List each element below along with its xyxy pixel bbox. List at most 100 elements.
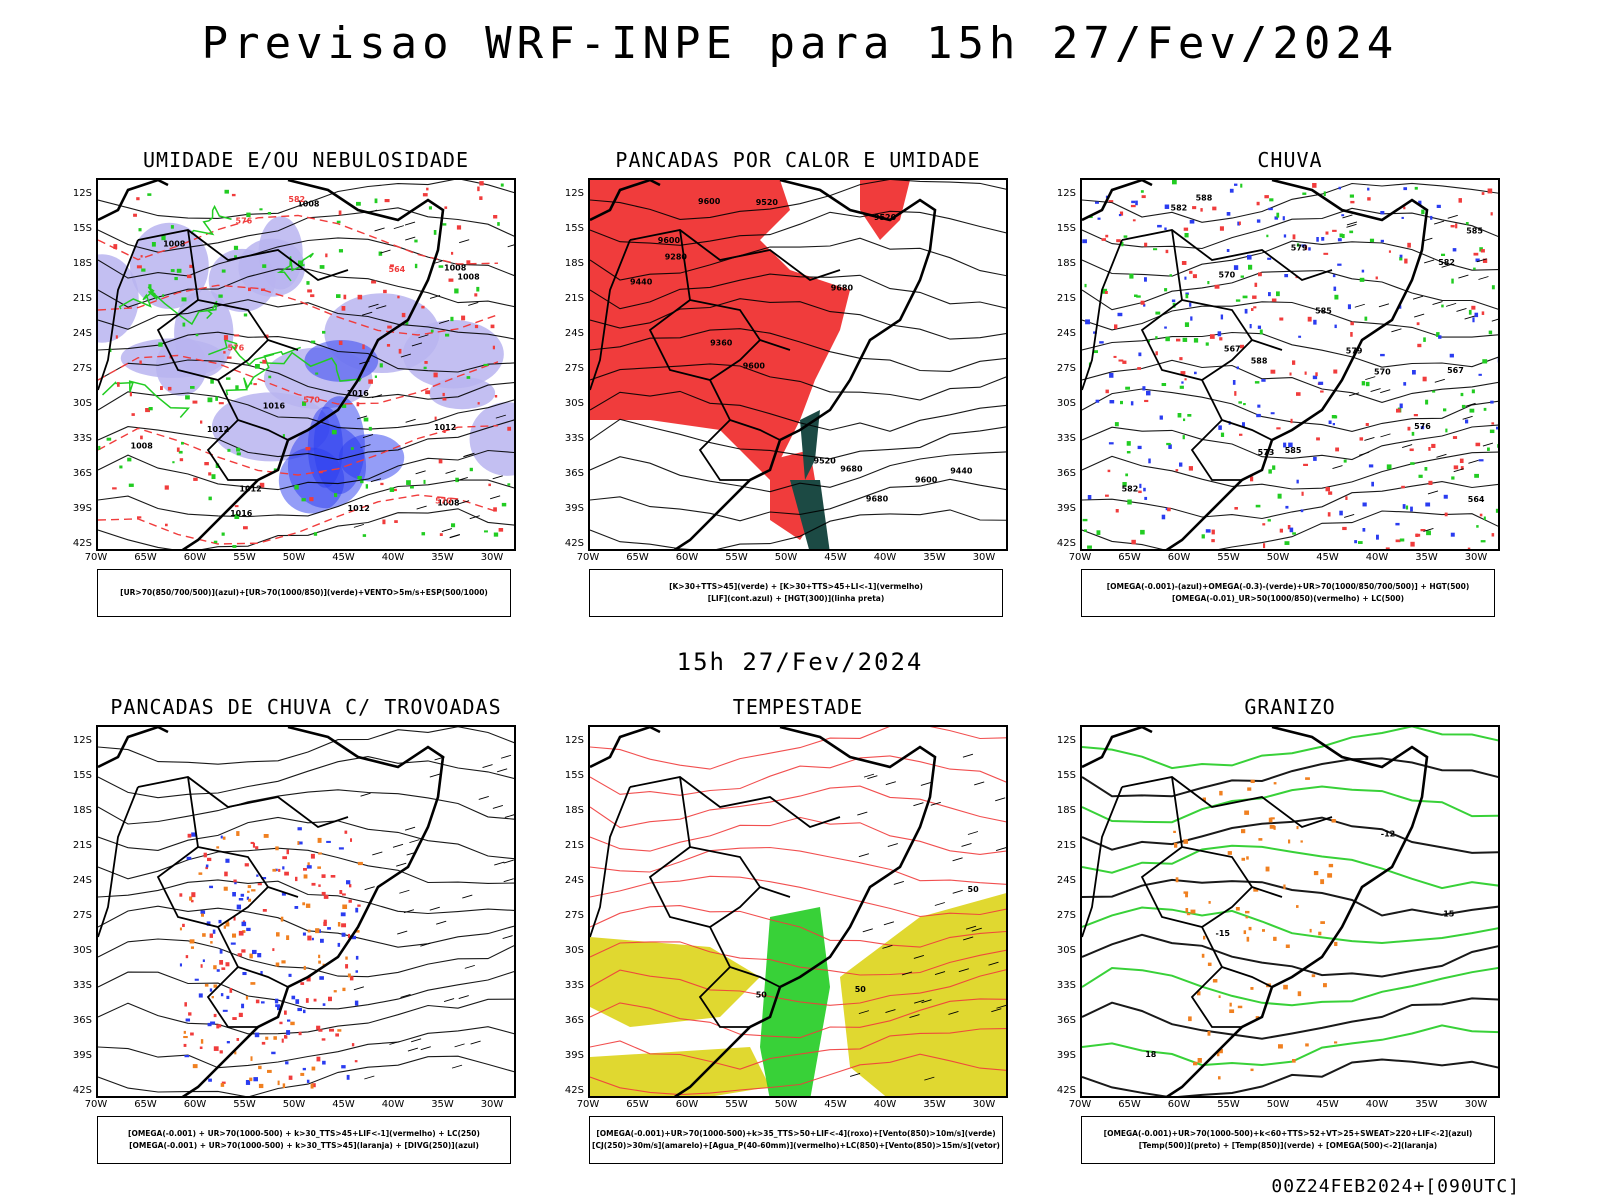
lon-tick-label: 40W	[1365, 552, 1389, 563]
forecast-map: 9600 9680 9680 9680 9600 9520 9600 9520 9600 9520…	[588, 178, 1008, 551]
contour-label: 585	[1315, 306, 1332, 315]
map-graphic: 9600 9680 9680 9680 9600 9520 9600 9520 9600 9520…	[590, 180, 1006, 549]
contour-label: 9600	[743, 362, 766, 371]
panel-title: CHUVA	[1257, 148, 1323, 172]
lat-tick-label: 36S	[72, 468, 92, 479]
lat-tick-label: 30S	[72, 398, 92, 409]
lon-tick-label: 35W	[923, 552, 946, 563]
contour-label: 570	[1374, 368, 1391, 377]
legend-line: [CJ(250)>30m/s](amarelo)+[Agua_P(40-60mm…	[592, 1141, 1000, 1150]
contour-label: 579	[1346, 347, 1363, 356]
contour-label: 9520	[814, 457, 837, 466]
contour-label: 9600	[658, 236, 681, 245]
lat-tick-label: 12S	[564, 188, 584, 199]
contour-label: 50	[968, 885, 980, 894]
contour-label: 576	[1414, 422, 1431, 431]
lat-tick-label: 30S	[564, 398, 584, 409]
lon-tick-label: 50W	[282, 1099, 306, 1110]
lat-tick-label: 36S	[564, 1015, 584, 1026]
lat-tick-label: 39S	[564, 1050, 584, 1061]
contour-label: 1016	[347, 389, 370, 398]
contour-label: 585	[1466, 227, 1483, 236]
contour-label: 15	[1443, 909, 1455, 918]
lat-tick-label: 33S	[1056, 980, 1076, 991]
contour-label: 9520	[874, 213, 897, 222]
lon-tick-label: 50W	[774, 552, 798, 563]
lat-tick-label: 24S	[564, 328, 584, 339]
lat-tick-label: 12S	[1056, 735, 1076, 746]
lat-tick-label: 15S	[1056, 223, 1076, 234]
lon-tick-label: 70W	[576, 552, 600, 563]
lat-tick-label: 15S	[564, 223, 584, 234]
lon-tick-label: 55W	[1217, 552, 1240, 563]
lat-tick-label: 39S	[1056, 1050, 1076, 1061]
panel-title: TEMPESTADE	[732, 695, 864, 719]
lon-tick-label: 50W	[1266, 552, 1290, 563]
contour-label: 9600	[915, 475, 938, 484]
legend-line: [OMEGA(-0.001)+UR>70(1000-500)+k<60+TTS>…	[1103, 1129, 1473, 1138]
panel-legend: [OMEGA(-0.001)+UR>70(1000-500)+k<60+TTS>…	[1081, 1116, 1495, 1164]
contour-label: 570	[1219, 270, 1236, 279]
contour-label: -15	[1216, 929, 1231, 938]
lat-tick-label: 33S	[564, 980, 584, 991]
lon-tick-label: 65W	[626, 1099, 649, 1110]
lat-tick-label: 36S	[72, 1015, 92, 1026]
lon-tick-label: 45W	[1316, 1099, 1339, 1110]
legend-line: [OMEGA(-0.01)_UR>50(1000/850)(vermelho) …	[1171, 594, 1405, 603]
contour-label: 564	[1468, 495, 1485, 504]
legend-line: [UR>70(850/700/500)](azul)+[UR>70(1000/8…	[120, 588, 488, 597]
lon-tick-label: 35W	[431, 552, 454, 563]
lon-tick-label: 30W	[1464, 552, 1488, 563]
lon-tick-label: 45W	[824, 552, 847, 563]
lon-tick-label: 55W	[233, 552, 256, 563]
map-graphic: -12 -15 15 18	[1082, 727, 1498, 1096]
lat-tick-label: 12S	[72, 188, 92, 199]
contour-label: 582	[1122, 485, 1139, 494]
lon-tick-label: 65W	[1118, 552, 1141, 563]
lon-tick-label: 60W	[1167, 1099, 1191, 1110]
lon-tick-label: 45W	[1316, 552, 1339, 563]
lat-tick-label: 27S	[72, 363, 92, 374]
lon-tick-label: 35W	[923, 1099, 946, 1110]
lon-tick-label: 55W	[233, 1099, 256, 1110]
forecast-map: 1012 1012 1008 1008 1008 1012 1008 1008 1016 1012…	[96, 178, 516, 551]
contour-label: 1012	[348, 504, 370, 513]
lat-tick-label: 42S	[564, 1085, 584, 1096]
lat-tick-label: 27S	[564, 910, 584, 921]
lat-tick-label: 42S	[564, 538, 584, 549]
contour-label: 576	[228, 344, 245, 353]
panel-title: GRANIZO	[1244, 695, 1336, 719]
lat-tick-label: 27S	[564, 363, 584, 374]
contour-label: 18	[1145, 1050, 1157, 1059]
contour-label: 9600	[698, 197, 721, 206]
lon-tick-label: 45W	[824, 1099, 847, 1110]
lat-tick-label: 39S	[72, 1050, 92, 1061]
lat-tick-label: 21S	[72, 840, 92, 851]
lat-tick-label: 33S	[72, 433, 92, 444]
panel-legend: [OMEGA(-0.001) + UR>70(1000-500) + k>30_…	[97, 1116, 511, 1164]
contour-label: 1008	[297, 199, 320, 208]
legend-line: [OMEGA(-0.001) + UR>70(1000-500) + k>30_…	[128, 1129, 480, 1138]
lat-tick-label: 24S	[1056, 328, 1076, 339]
panel-title: PANCADAS POR CALOR E UMIDADE	[615, 148, 981, 172]
lat-tick-label: 36S	[564, 468, 584, 479]
contour-label: 570	[303, 396, 320, 405]
lon-tick-label: 60W	[675, 1099, 699, 1110]
lon-tick-label: 60W	[675, 552, 699, 563]
lat-tick-label: 15S	[72, 770, 92, 781]
contour-label: 9440	[950, 467, 973, 476]
map-graphic	[98, 727, 514, 1096]
lat-tick-label: 12S	[72, 735, 92, 746]
lon-tick-label: 50W	[282, 552, 306, 563]
lon-tick-label: 40W	[381, 552, 405, 563]
contour-label: 579	[1291, 244, 1308, 253]
contour-label: 1008	[444, 263, 467, 272]
contour-label: 1012	[207, 425, 229, 434]
lat-tick-label: 21S	[564, 840, 584, 851]
lon-tick-label: 50W	[1266, 1099, 1290, 1110]
contour-label: 1008	[457, 273, 480, 282]
lon-tick-label: 45W	[332, 1099, 355, 1110]
lat-tick-label: 42S	[1056, 1085, 1076, 1096]
contour-label: 1012	[239, 485, 261, 494]
lat-tick-label: 21S	[72, 293, 92, 304]
